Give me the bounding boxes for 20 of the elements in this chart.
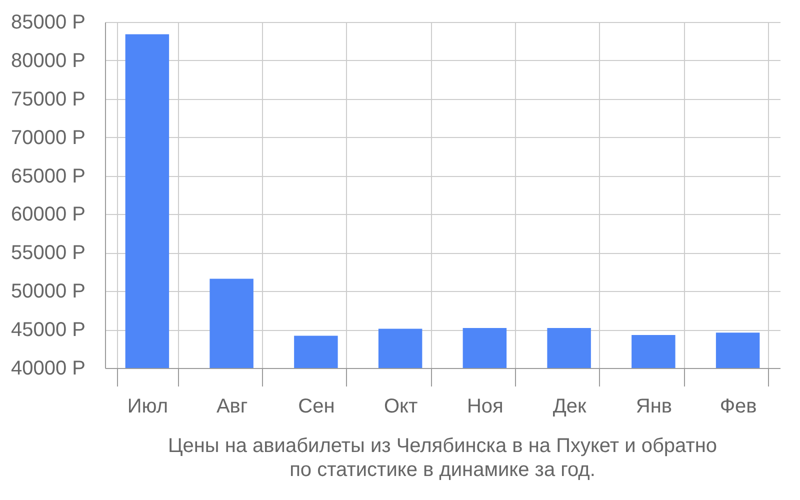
x-tick-label: Авг (216, 396, 248, 418)
y-tick-label: 50000 Р (10, 280, 86, 303)
y-tick-label: 45000 Р (10, 319, 86, 342)
y-tick-label: 55000 Р (10, 242, 86, 264)
y-tick-label: 65000 Р (10, 165, 86, 188)
x-tick-label: Дек (552, 396, 587, 418)
x-tick-label: Июл (127, 396, 168, 418)
text: по статистике в динамике за год. (290, 459, 596, 481)
x-tick-label: Янв (636, 396, 672, 418)
y-tick-label: 75000 Р (10, 88, 86, 110)
y-tick-label: 85000 Р (10, 12, 86, 34)
y-tick-label: 60000 Р (10, 204, 86, 226)
x-tick-label: Окт (384, 396, 418, 418)
y-tick-label: 40000 Р (10, 358, 86, 380)
x-tick-label: Фев (720, 396, 757, 418)
text: Цены на авиабилеты из Челябинска в на Пхукет и обратно (168, 435, 718, 457)
x-tick-label: Сен (298, 396, 335, 418)
x-tick-label: Ноя (466, 396, 504, 418)
y-tick-label: 80000 Р (10, 50, 86, 72)
y-tick-label: 70000 Р (10, 126, 86, 149)
